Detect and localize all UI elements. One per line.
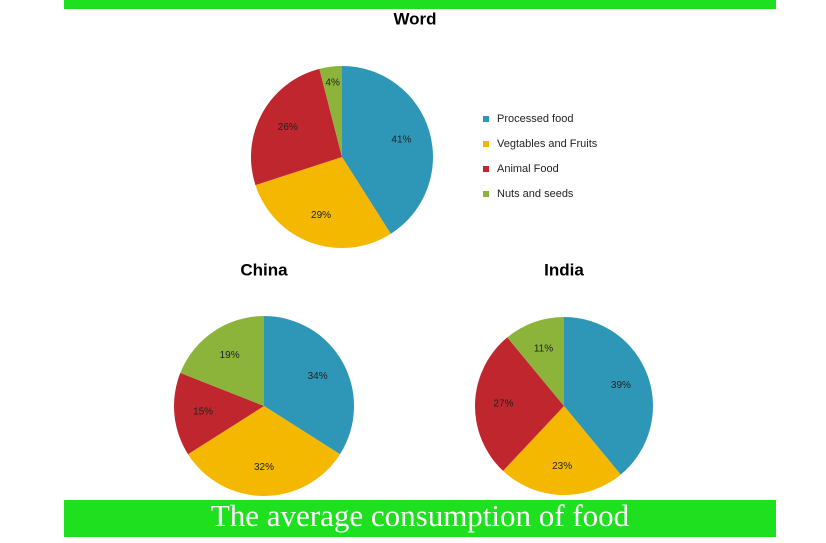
bottom-banner xyxy=(64,500,776,537)
slice-label: 15% xyxy=(193,406,213,417)
legend-text: Animal Food xyxy=(497,163,559,175)
pie-slice xyxy=(319,66,342,157)
legend-text: Processed food xyxy=(497,113,573,125)
pie-title: India xyxy=(544,260,584,279)
legend-swatch xyxy=(483,191,489,197)
pie-slice xyxy=(188,406,340,497)
slice-label: 23% xyxy=(552,461,572,472)
legend-swatch xyxy=(483,116,489,122)
pie-slice xyxy=(255,157,391,248)
slice-label: 29% xyxy=(311,210,331,221)
pie-title: China xyxy=(240,260,288,279)
pie-slice xyxy=(180,316,264,406)
legend-swatch xyxy=(483,166,489,172)
slice-label: 26% xyxy=(278,122,298,133)
banner-title: The average consumption of food xyxy=(211,498,630,533)
pie-slice xyxy=(474,337,564,471)
pie-slice xyxy=(251,68,342,186)
pie-slice xyxy=(264,316,354,455)
pie-title: Word xyxy=(393,9,436,28)
legend-text: Nuts and seeds xyxy=(497,188,574,200)
slice-label: 11% xyxy=(534,344,553,355)
pie-slice xyxy=(174,372,264,455)
pie-slice xyxy=(564,317,653,475)
slice-label: 19% xyxy=(220,350,240,361)
slice-label: 41% xyxy=(391,134,411,145)
legend-text: Vegtables and Fruits xyxy=(497,138,598,150)
slice-label: 27% xyxy=(494,399,514,410)
legend-swatch xyxy=(483,141,489,147)
pie-slice xyxy=(342,66,433,234)
slice-label: 4% xyxy=(325,78,340,89)
slice-label: 34% xyxy=(308,371,328,382)
pie-slice xyxy=(503,406,621,495)
slice-label: 32% xyxy=(254,462,274,473)
pie-slice xyxy=(507,317,564,406)
slice-label: 39% xyxy=(611,380,631,391)
top-banner xyxy=(64,0,776,9)
